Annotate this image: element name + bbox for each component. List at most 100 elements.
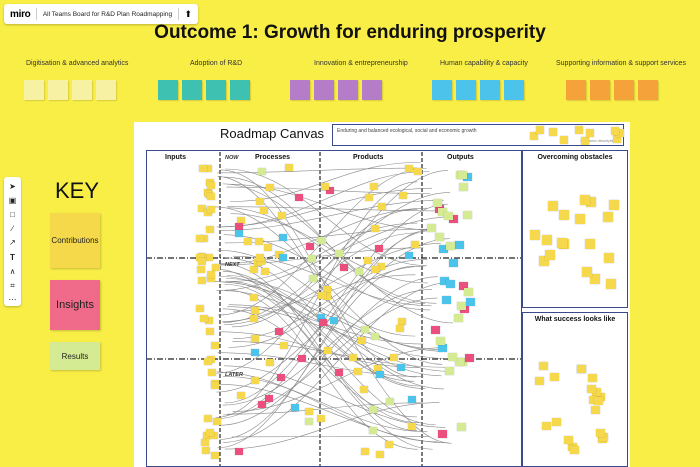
canvas-sticky-note[interactable]: [335, 368, 344, 376]
canvas-sticky-note[interactable]: [591, 406, 601, 415]
category-sticky-note[interactable]: [638, 80, 658, 100]
canvas-sticky-note[interactable]: [586, 385, 596, 394]
roadmap-canvas[interactable]: Roadmap Canvas Enduring and balanced eco…: [134, 122, 630, 467]
arrow-icon[interactable]: ↗: [9, 238, 16, 248]
canvas-sticky-note[interactable]: [264, 394, 273, 402]
canvas-sticky-note[interactable]: [277, 212, 286, 220]
canvas-sticky-note[interactable]: [396, 324, 405, 332]
cursor-icon[interactable]: ➤: [9, 181, 16, 191]
canvas-sticky-note[interactable]: [316, 313, 325, 321]
canvas-sticky-note[interactable]: [323, 292, 332, 300]
canvas-sticky-note[interactable]: [404, 252, 413, 260]
canvas-sticky-note[interactable]: [290, 404, 299, 412]
canvas-sticky-note[interactable]: [584, 238, 595, 249]
board-name[interactable]: All Teams Board for R&D Plan Roadmapping: [42, 10, 173, 18]
canvas-sticky-note[interactable]: [244, 238, 253, 246]
canvas-sticky-note[interactable]: [375, 370, 384, 378]
canvas-sticky-note[interactable]: [548, 128, 557, 137]
canvas-sticky-note[interactable]: [397, 364, 406, 372]
canvas-sticky-note[interactable]: [544, 249, 555, 260]
canvas-sticky-note[interactable]: [397, 318, 406, 326]
category-sticky-note[interactable]: [314, 80, 334, 100]
key-results[interactable]: Results: [50, 342, 100, 370]
canvas-sticky-note[interactable]: [207, 182, 216, 190]
canvas-sticky-note[interactable]: [196, 266, 205, 274]
canvas-sticky-note[interactable]: [385, 440, 394, 448]
canvas-sticky-note[interactable]: [255, 237, 264, 245]
canvas-sticky-note[interactable]: [255, 254, 264, 262]
canvas-sticky-note[interactable]: [213, 417, 222, 425]
canvas-sticky-note[interactable]: [196, 253, 205, 261]
canvas-sticky-note[interactable]: [369, 426, 378, 434]
canvas-sticky-note[interactable]: [200, 315, 209, 323]
canvas-sticky-note[interactable]: [427, 223, 437, 232]
category-sticky-note[interactable]: [96, 80, 116, 100]
canvas-sticky-note[interactable]: [234, 229, 243, 237]
canvas-sticky-note[interactable]: [250, 307, 259, 315]
canvas-sticky-note[interactable]: [448, 215, 458, 224]
canvas-sticky-note[interactable]: [318, 291, 327, 299]
canvas-sticky-note[interactable]: [456, 302, 466, 311]
category-sticky-note[interactable]: [230, 80, 250, 100]
canvas-sticky-note[interactable]: [604, 253, 615, 264]
canvas-sticky-note[interactable]: [204, 414, 213, 422]
canvas-sticky-note[interactable]: [576, 365, 586, 374]
canvas-sticky-note[interactable]: [371, 265, 380, 273]
canvas-sticky-note[interactable]: [538, 361, 548, 370]
canvas-sticky-note[interactable]: [234, 447, 243, 455]
canvas-sticky-note[interactable]: [435, 232, 445, 241]
canvas-sticky-note[interactable]: [559, 135, 568, 144]
canvas-sticky-note[interactable]: [558, 209, 569, 220]
category-sticky-note[interactable]: [504, 80, 524, 100]
canvas-sticky-note[interactable]: [200, 234, 209, 242]
canvas-sticky-note[interactable]: [251, 376, 260, 384]
canvas-sticky-note[interactable]: [265, 359, 274, 367]
canvas-sticky-note[interactable]: [208, 369, 217, 377]
canvas-sticky-note[interactable]: [552, 417, 562, 426]
canvas-sticky-note[interactable]: [204, 209, 213, 217]
canvas-sticky-note[interactable]: [201, 439, 210, 447]
canvas-sticky-note[interactable]: [586, 128, 595, 137]
canvas-sticky-note[interactable]: [407, 395, 416, 403]
canvas-sticky-note[interactable]: [459, 183, 469, 192]
canvas-sticky-note[interactable]: [550, 373, 560, 382]
canvas-sticky-note[interactable]: [250, 314, 259, 322]
canvas-sticky-note[interactable]: [305, 242, 314, 250]
category-sticky-note[interactable]: [432, 80, 452, 100]
canvas-sticky-note[interactable]: [386, 398, 395, 406]
canvas-sticky-note[interactable]: [586, 197, 597, 208]
canvas-sticky-note[interactable]: [569, 445, 579, 454]
category-sticky-note[interactable]: [362, 80, 382, 100]
canvas-sticky-note[interactable]: [211, 263, 220, 271]
canvas-sticky-note[interactable]: [340, 264, 349, 272]
canvas-sticky-note[interactable]: [557, 238, 568, 249]
canvas-sticky-note[interactable]: [595, 392, 605, 401]
canvas-sticky-note[interactable]: [207, 271, 216, 279]
category-sticky-note[interactable]: [566, 80, 586, 100]
canvas-sticky-note[interactable]: [210, 342, 219, 350]
canvas-sticky-note[interactable]: [589, 395, 599, 404]
text-icon[interactable]: T: [10, 252, 15, 262]
canvas-sticky-note[interactable]: [574, 126, 583, 135]
canvas-sticky-note[interactable]: [377, 202, 386, 210]
category-sticky-note[interactable]: [456, 80, 476, 100]
canvas-sticky-note[interactable]: [464, 353, 474, 362]
canvas-sticky-note[interactable]: [206, 328, 215, 336]
canvas-sticky-note[interactable]: [279, 342, 288, 350]
canvas-sticky-note[interactable]: [542, 421, 552, 430]
canvas-sticky-note[interactable]: [547, 201, 558, 212]
canvas-sticky-note[interactable]: [433, 198, 443, 207]
more-icon[interactable]: ⋯: [8, 295, 17, 305]
canvas-sticky-note[interactable]: [446, 279, 456, 288]
category-sticky-note[interactable]: [48, 80, 68, 100]
canvas-sticky-note[interactable]: [575, 214, 586, 225]
category-sticky-note[interactable]: [480, 80, 500, 100]
category-sticky-note[interactable]: [24, 80, 44, 100]
canvas-sticky-note[interactable]: [211, 452, 220, 460]
canvas-sticky-note[interactable]: [375, 451, 384, 459]
canvas-sticky-note[interactable]: [594, 397, 604, 406]
canvas-sticky-note[interactable]: [206, 226, 215, 234]
canvas-sticky-note[interactable]: [204, 165, 213, 173]
sticky-note-icon[interactable]: ▣: [8, 195, 17, 205]
canvas-sticky-note[interactable]: [408, 423, 417, 431]
